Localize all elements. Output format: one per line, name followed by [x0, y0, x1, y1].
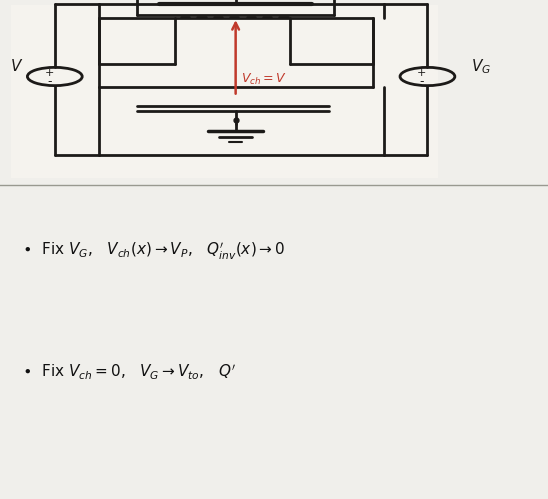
FancyBboxPatch shape	[11, 5, 438, 179]
Text: V: V	[12, 59, 21, 74]
Text: $V_{ch}= V$: $V_{ch}= V$	[241, 72, 287, 87]
Text: -: -	[420, 75, 424, 88]
Text: $\bullet$  Fix $V_{ch}=0$,   $V_G \rightarrow V_{to}$,   $Q^{\prime}$: $\bullet$ Fix $V_{ch}=0$, $V_G \rightarr…	[22, 363, 236, 382]
Text: +: +	[44, 68, 54, 78]
Text: $V_G$: $V_G$	[471, 57, 492, 76]
Text: $\bullet$  Fix $V_G$,   $V_{ch}(x)\rightarrow V_P$,   $Q^{\prime}_{inv}(x)\right: $\bullet$ Fix $V_G$, $V_{ch}(x)\rightarr…	[22, 242, 285, 262]
Text: -: -	[47, 75, 52, 88]
Text: +: +	[417, 68, 427, 78]
